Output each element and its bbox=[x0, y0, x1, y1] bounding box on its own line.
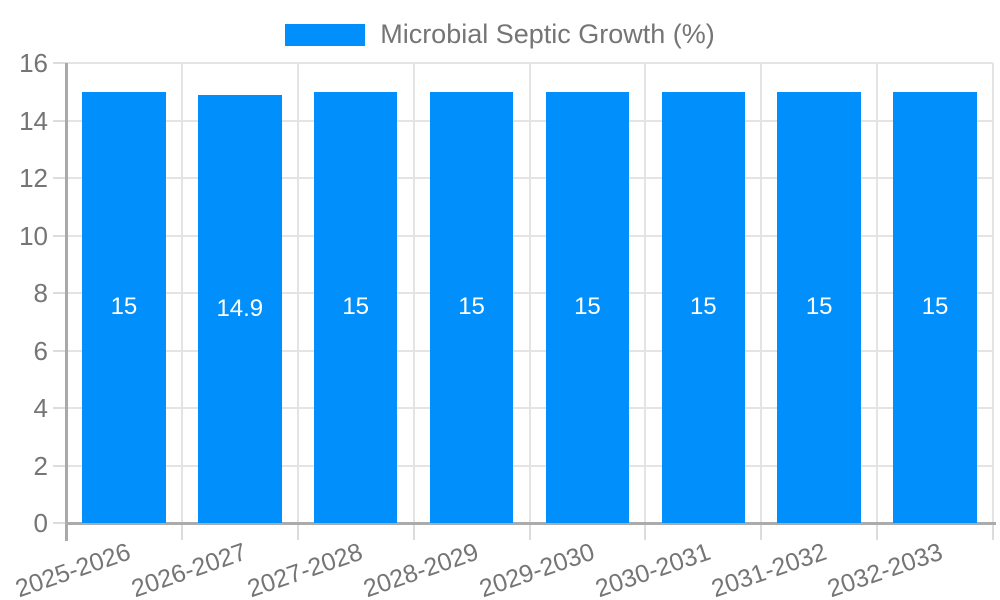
y-tick bbox=[53, 349, 66, 352]
x-axis-label: 2025-2026 bbox=[12, 537, 135, 600]
bar-value-label: 15 bbox=[689, 293, 717, 321]
bar-value-label: 15 bbox=[921, 293, 949, 321]
bar-value-label: 15 bbox=[805, 293, 833, 321]
bar-value-label: 15 bbox=[458, 293, 485, 321]
y-tick bbox=[53, 177, 66, 179]
bar-2031-2032: 15 bbox=[777, 91, 861, 523]
y-tick bbox=[53, 464, 66, 467]
x-tick bbox=[644, 523, 647, 540]
bar-2027-2028: 15 bbox=[313, 91, 398, 523]
y-tick bbox=[53, 292, 66, 294]
x-axis-label: 2031-2032 bbox=[707, 537, 830, 600]
bar-value-label: 14.9 bbox=[216, 294, 264, 322]
y-axis-line bbox=[65, 63, 68, 541]
y-tick bbox=[53, 62, 66, 64]
bar-2028-2029: 15 bbox=[429, 91, 514, 523]
bar-value-label: 15 bbox=[342, 293, 370, 321]
y-axis-label: 10 bbox=[19, 220, 48, 251]
x-tick bbox=[180, 523, 183, 540]
bar-2030-2031: 15 bbox=[661, 91, 746, 523]
x-tick bbox=[528, 523, 531, 540]
bar-2025-2026: 15 bbox=[82, 91, 166, 523]
v-gridline bbox=[760, 63, 763, 523]
v-gridline bbox=[992, 63, 994, 523]
y-tick bbox=[53, 119, 66, 122]
legend-swatch bbox=[285, 23, 366, 46]
x-tick bbox=[412, 523, 415, 540]
x-tick bbox=[296, 523, 299, 540]
y-tick bbox=[53, 234, 66, 237]
x-tick bbox=[760, 523, 763, 540]
x-axis-label: 2028-2029 bbox=[359, 537, 483, 600]
v-gridline bbox=[412, 63, 415, 523]
x-axis-label: 2030-2031 bbox=[591, 537, 714, 600]
y-axis-label: 14 bbox=[19, 105, 48, 136]
v-gridline bbox=[644, 63, 647, 523]
y-tick bbox=[53, 407, 66, 409]
bar-2032-2033: 15 bbox=[893, 91, 977, 523]
x-axis-label: 2027-2028 bbox=[244, 537, 367, 600]
y-axis-label: 0 bbox=[33, 508, 48, 538]
y-axis-label: 6 bbox=[33, 335, 48, 366]
legend-label: Microbial Septic Growth (%) bbox=[380, 19, 715, 49]
x-axis-label: 2032-2033 bbox=[823, 537, 946, 600]
bar-value-label: 15 bbox=[110, 293, 138, 321]
y-axis-label: 16 bbox=[19, 48, 48, 78]
x-tick bbox=[992, 523, 994, 540]
bar-2026-2027: 14.9 bbox=[198, 94, 282, 523]
v-gridline bbox=[296, 63, 299, 523]
legend-item[interactable]: Microbial Septic Growth (%) bbox=[0, 19, 1000, 50]
v-gridline bbox=[876, 63, 879, 523]
bar-value-label: 15 bbox=[574, 293, 601, 321]
y-axis-label: 2 bbox=[33, 450, 48, 481]
y-axis-label: 8 bbox=[33, 278, 48, 308]
y-tick bbox=[53, 522, 66, 524]
y-axis-label: 4 bbox=[33, 393, 48, 423]
v-gridline bbox=[528, 63, 531, 523]
x-axis-label: 2026-2027 bbox=[128, 537, 251, 600]
x-tick bbox=[876, 523, 879, 540]
x-axis-label: 2029-2030 bbox=[475, 537, 598, 600]
v-gridline bbox=[180, 63, 183, 523]
x-axis-line bbox=[65, 522, 996, 525]
y-axis-label: 12 bbox=[19, 163, 48, 193]
bar-2029-2030: 15 bbox=[545, 91, 630, 523]
